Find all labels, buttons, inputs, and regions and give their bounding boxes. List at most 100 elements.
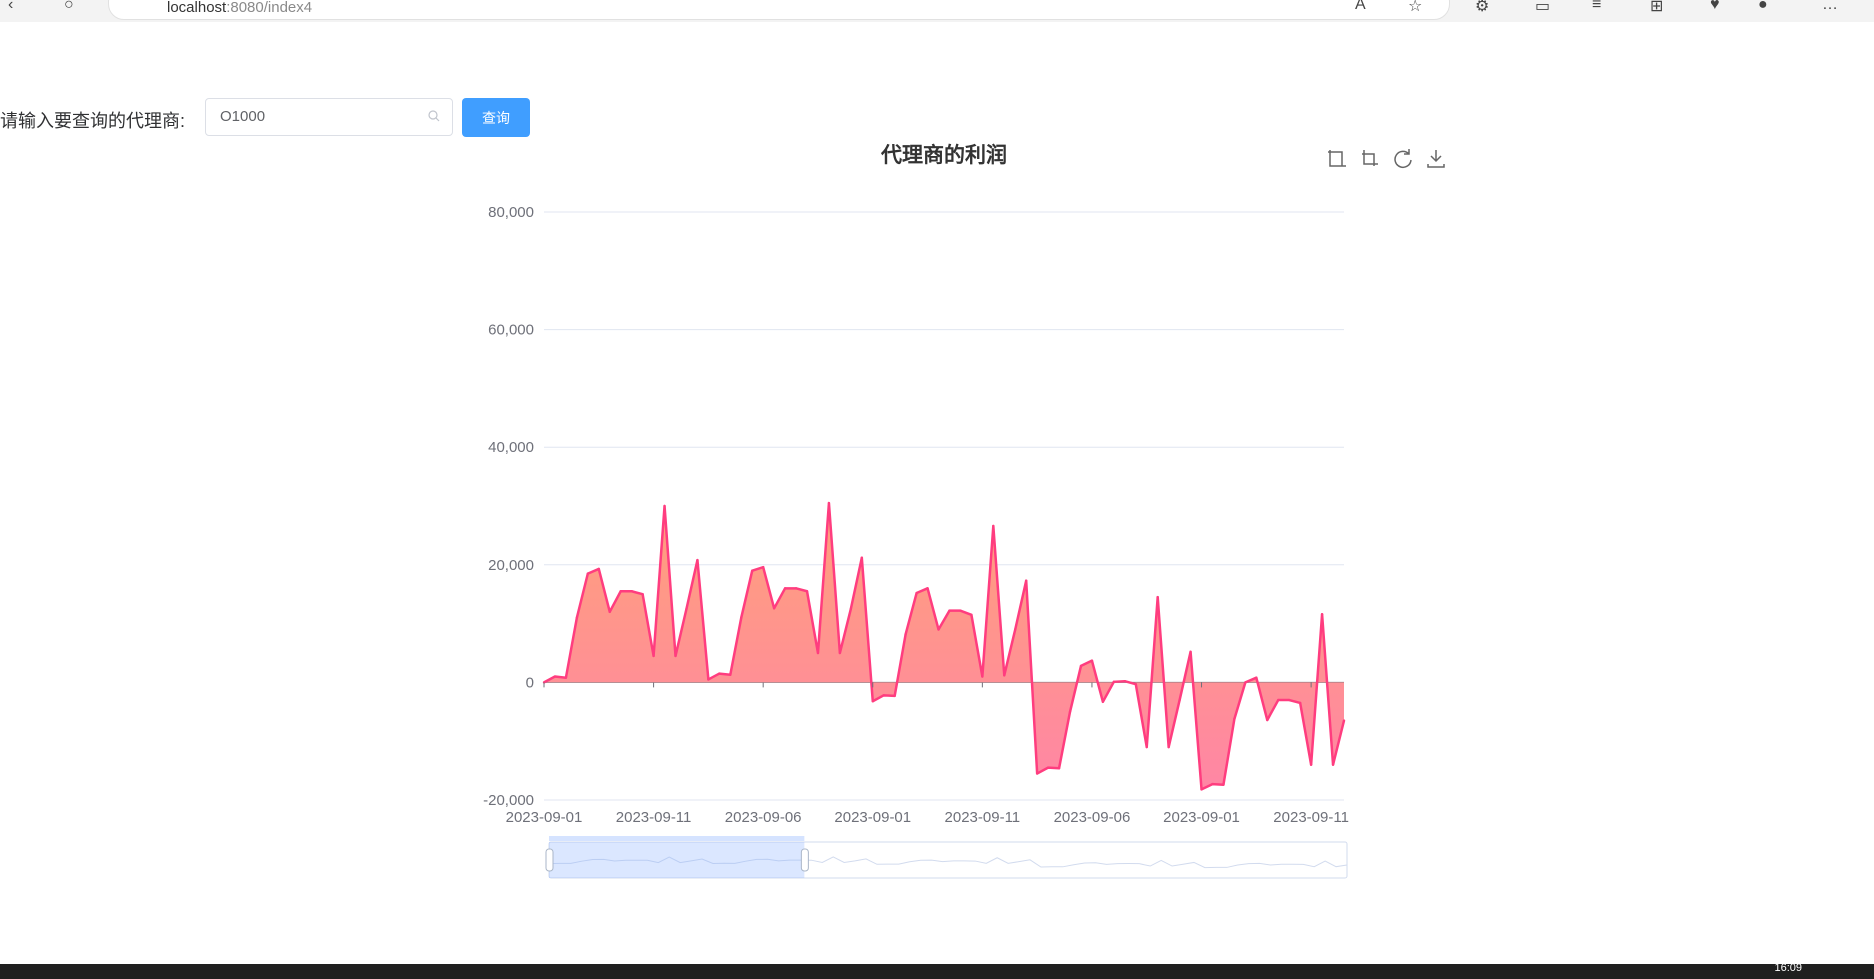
url-path: :8080/index4 <box>226 0 313 16</box>
read-aloud-icon[interactable]: A <box>1355 0 1366 13</box>
data-point <box>1298 701 1302 705</box>
data-point <box>959 609 962 612</box>
extensions-icon[interactable]: ⚙ <box>1475 0 1490 15</box>
data-point <box>948 609 951 612</box>
data-point <box>761 565 765 569</box>
data-point <box>794 587 798 590</box>
x-tick-label: 2023-09-06 <box>725 809 802 826</box>
data-point <box>970 613 973 616</box>
x-tick-label: 2023-09-11 <box>945 809 1021 826</box>
profit-area <box>544 503 1344 790</box>
chart-title: 代理商的利润 <box>880 143 1007 167</box>
datazoom-move-handle[interactable] <box>549 836 805 841</box>
taskbar-clock: 16:09 <box>1774 962 1802 974</box>
data-point <box>674 654 677 658</box>
x-tick-label: 2023-09-01 <box>834 809 911 826</box>
data-point <box>751 569 754 572</box>
data-point <box>564 676 568 679</box>
data-point <box>1331 763 1335 766</box>
data-point <box>1288 698 1291 702</box>
data-point <box>871 700 874 703</box>
data-point <box>663 504 666 508</box>
data-point <box>553 675 557 678</box>
data-point <box>630 590 633 593</box>
x-tick-label: 2023-09-06 <box>1054 809 1131 826</box>
data-point <box>926 587 929 590</box>
data-point <box>1342 719 1346 722</box>
datazoom-right-handle[interactable] <box>800 848 809 872</box>
data-point <box>1079 664 1083 668</box>
data-point <box>652 654 655 658</box>
favorites-list-icon[interactable]: ≡ <box>1592 0 1602 13</box>
data-point <box>608 610 611 614</box>
data-point <box>816 651 820 655</box>
data-point <box>1255 676 1258 679</box>
data-point <box>783 587 787 590</box>
data-point <box>915 591 918 595</box>
favorite-icon[interactable]: ☆ <box>1408 0 1423 15</box>
y-tick-label: 40,000 <box>488 439 534 456</box>
query-button[interactable]: 查询 <box>462 98 530 137</box>
y-tick-label: 60,000 <box>488 322 534 339</box>
restore-icon[interactable] <box>1394 149 1412 169</box>
data-point <box>1233 717 1236 721</box>
data-point <box>1156 595 1159 599</box>
data-point <box>1309 763 1313 766</box>
data-point <box>740 616 743 619</box>
shield-icon[interactable]: ♥ <box>1710 0 1720 13</box>
data-point <box>1167 745 1170 749</box>
data-point <box>586 572 590 575</box>
data-point <box>1014 628 1017 631</box>
x-tick-label: 2023-09-01 <box>506 809 583 826</box>
data-point <box>882 694 885 697</box>
data-point <box>1112 680 1116 684</box>
data-point <box>860 556 864 559</box>
data-point <box>685 607 688 611</box>
data-point <box>805 590 809 593</box>
zoom-reset-icon[interactable] <box>1362 150 1378 166</box>
save-image-icon[interactable] <box>1427 150 1445 168</box>
collections-icon[interactable]: ⊞ <box>1650 0 1664 15</box>
data-point <box>1200 788 1203 791</box>
split-screen-icon[interactable]: ▭ <box>1535 0 1551 15</box>
data-point <box>1024 579 1028 582</box>
datazoom-left-handle[interactable] <box>545 848 554 872</box>
data-point <box>893 694 896 698</box>
more-icon[interactable]: … <box>1822 0 1838 13</box>
datazoom-selection[interactable] <box>549 842 805 878</box>
url-text: localhost:8080/index4 <box>167 0 312 16</box>
x-tick-label: 2023-09-01 <box>1163 809 1240 826</box>
data-point <box>1035 772 1039 775</box>
refresh-icon[interactable]: ○ <box>64 0 74 13</box>
zoom-icon[interactable] <box>1328 150 1346 167</box>
x-tick-label: 2023-09-11 <box>1273 809 1349 826</box>
agent-search-field[interactable] <box>205 98 453 136</box>
back-icon[interactable]: ‹ <box>8 0 14 13</box>
data-point <box>772 607 776 610</box>
data-point <box>1211 782 1214 786</box>
avatar[interactable]: ● <box>1758 0 1768 13</box>
data-point <box>1090 659 1094 662</box>
data-point <box>729 673 732 676</box>
query-label: 请输入要查询的代理商: <box>0 111 185 131</box>
agent-search-input[interactable] <box>218 107 422 126</box>
data-point <box>1266 718 1269 722</box>
data-point <box>597 567 600 571</box>
data-point <box>1123 680 1127 683</box>
data-point <box>992 524 995 528</box>
data-point <box>641 593 644 596</box>
address-bar[interactable]: localhost:8080/index4 <box>108 0 1450 20</box>
y-tick-label: 0 <box>526 674 534 691</box>
data-point <box>1189 650 1192 654</box>
profit-line <box>543 501 1346 791</box>
data-point <box>849 607 853 611</box>
data-point <box>1244 681 1247 684</box>
url-host: localhost <box>167 0 227 16</box>
data-point <box>1003 674 1006 677</box>
data-point <box>1057 767 1061 770</box>
data-point <box>718 672 721 675</box>
x-tick-label: 2023-09-11 <box>616 809 692 826</box>
data-point <box>838 651 842 655</box>
datazoom-preview <box>548 856 1348 869</box>
